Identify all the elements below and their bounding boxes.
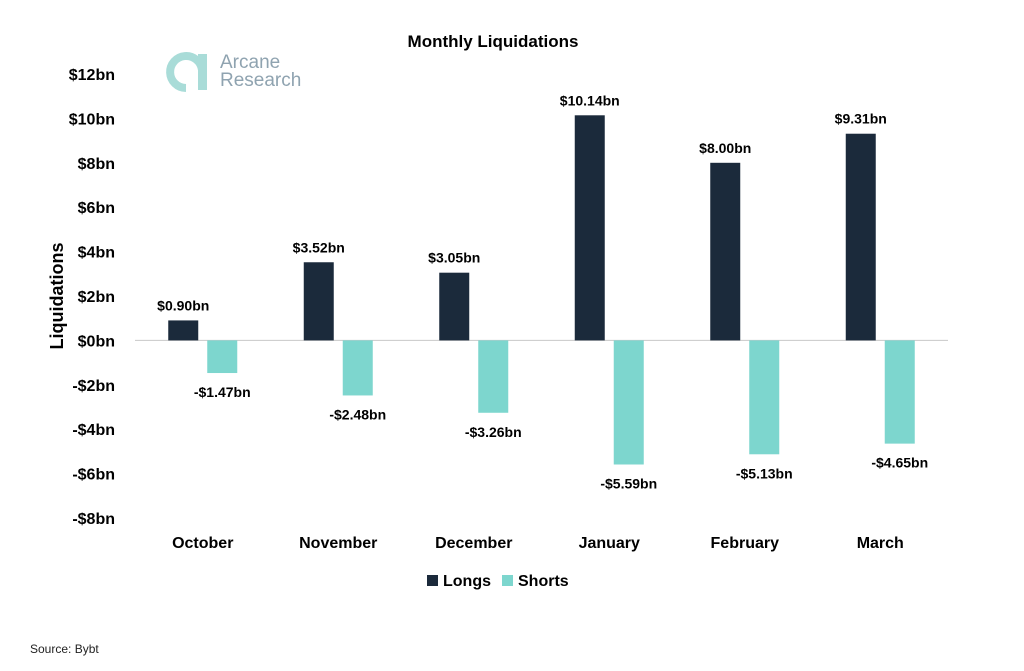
y-tick-label: $10bn xyxy=(69,111,115,128)
legend-swatch-longs xyxy=(427,575,438,586)
data-label-longs: $3.05bn xyxy=(428,250,480,266)
y-axis-ticks: $12bn $10bn $8bn $6bn $4bn $2bn $0bn -$2bn -$4bn… xyxy=(69,67,115,528)
bars-group xyxy=(168,115,915,465)
arcane-logo-mark xyxy=(166,52,206,92)
data-label-longs: $3.52bn xyxy=(293,239,345,255)
source-note: Source: Bybt xyxy=(30,642,99,656)
x-axis-categories: October November December January February Ma… xyxy=(172,535,904,552)
x-category-label: December xyxy=(435,535,512,552)
brand-logo: Arcane Research xyxy=(166,52,301,92)
legend-swatch-shorts xyxy=(502,575,513,586)
bar-longs-november xyxy=(303,262,334,341)
bar-longs-january xyxy=(574,115,605,341)
bar-shorts-october xyxy=(207,340,238,374)
logo-text-line1: Arcane xyxy=(220,52,280,73)
bar-shorts-march xyxy=(884,340,915,444)
logo-text-line2: Research xyxy=(220,70,301,91)
y-tick-label: $8bn xyxy=(78,156,115,173)
data-label-shorts: -$2.48bn xyxy=(329,406,386,422)
x-category-label: January xyxy=(579,535,640,552)
bar-longs-october xyxy=(168,320,199,341)
legend-label-shorts: Shorts xyxy=(518,573,569,590)
y-tick-label: $4bn xyxy=(78,245,115,262)
y-tick-label: -$8bn xyxy=(72,511,115,528)
data-label-shorts: -$5.13bn xyxy=(736,465,793,481)
data-label-shorts: -$1.47bn xyxy=(194,384,251,400)
y-tick-label: $6bn xyxy=(78,200,115,217)
bar-shorts-february xyxy=(749,340,780,455)
bar-longs-december xyxy=(439,272,470,341)
data-label-shorts: -$5.59bn xyxy=(600,475,657,491)
x-category-label: March xyxy=(857,535,904,552)
legend-label-longs: Longs xyxy=(443,573,491,590)
x-category-label: November xyxy=(299,535,377,552)
y-tick-label: -$6bn xyxy=(72,467,115,484)
data-label-shorts: -$4.65bn xyxy=(871,455,928,471)
data-label-shorts: -$3.26bn xyxy=(465,424,522,440)
data-label-longs: $8.00bn xyxy=(699,140,751,156)
y-tick-label: $0bn xyxy=(78,333,115,350)
legend: Longs Shorts xyxy=(427,573,569,590)
data-label-longs: $9.31bn xyxy=(835,111,887,127)
y-axis-title: Liquidations xyxy=(47,243,67,350)
y-tick-label: -$4bn xyxy=(72,422,115,439)
bar-shorts-november xyxy=(342,340,373,396)
data-label-longs: $10.14bn xyxy=(560,92,620,108)
bar-shorts-december xyxy=(478,340,509,413)
data-label-longs: $0.90bn xyxy=(157,297,209,313)
arcane-logo-bar xyxy=(198,54,207,90)
bar-shorts-january xyxy=(613,340,644,465)
x-category-label: February xyxy=(711,535,780,552)
data-labels-group: $0.90bn -$1.47bn $3.52bn -$2.48bn $3.05bn -$3… xyxy=(157,92,928,491)
bar-longs-march xyxy=(845,133,876,341)
x-category-label: October xyxy=(172,535,233,552)
y-tick-label: $12bn xyxy=(69,67,115,84)
chart-title: Monthly Liquidations xyxy=(408,32,579,51)
y-tick-label: -$2bn xyxy=(72,378,115,395)
y-tick-label: $2bn xyxy=(78,289,115,306)
bar-longs-february xyxy=(710,162,741,341)
